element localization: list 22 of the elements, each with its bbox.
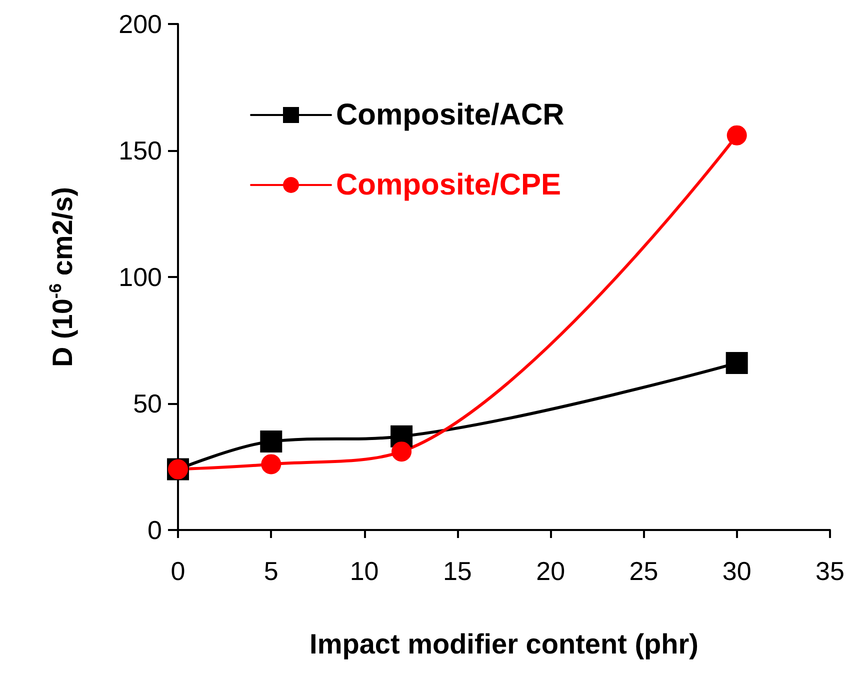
y-tick-label: 100 — [118, 262, 162, 292]
x-tick-label: 15 — [442, 556, 472, 586]
x-tick-label: 35 — [816, 556, 844, 586]
x-axis-title: Impact modifier content (phr) — [310, 628, 698, 660]
x-tick-label: 20 — [536, 556, 566, 586]
x-tick-label: 25 — [629, 556, 658, 586]
x-tick-label: 30 — [722, 556, 752, 586]
y-axis-title: D (10-6 cm2/s) — [46, 186, 78, 368]
point — [260, 430, 282, 452]
x-tick-label: 0 — [170, 556, 186, 586]
y-tick-label: 0 — [148, 515, 162, 545]
y-tick-label: 50 — [133, 388, 162, 418]
legend-label: Composite/CPE — [336, 168, 562, 202]
x-tick-label: 5 — [264, 556, 278, 586]
y-tick-label: 150 — [118, 136, 162, 166]
x-tick-label: 10 — [350, 556, 379, 586]
point — [261, 454, 282, 474]
point — [726, 125, 747, 146]
y-tick-label: 200 — [118, 9, 162, 39]
point — [392, 442, 412, 462]
point — [726, 352, 748, 374]
legend-label: Composite/ACR — [336, 98, 565, 132]
